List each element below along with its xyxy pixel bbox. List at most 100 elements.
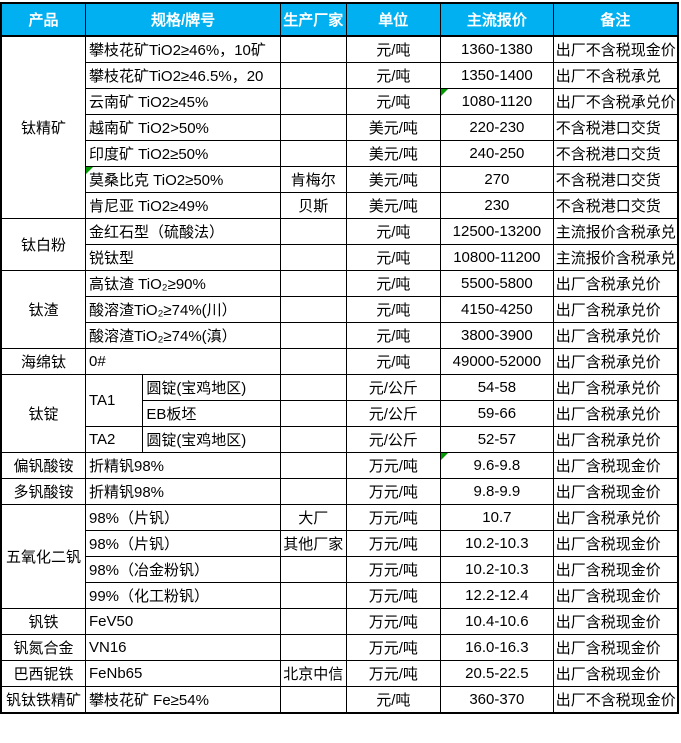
- spec-cell[interactable]: FeV50: [84, 608, 282, 635]
- maker-cell[interactable]: 肯梅尔: [280, 166, 347, 193]
- note-cell[interactable]: 出厂含税现金价: [552, 478, 679, 505]
- spec-cell[interactable]: 99%（化工粉钒）: [84, 582, 282, 609]
- spec-cell[interactable]: 印度矿 TiO2≥50%: [84, 140, 282, 167]
- maker-cell[interactable]: [280, 114, 347, 141]
- header-price[interactable]: 主流报价: [440, 2, 554, 37]
- price-cell[interactable]: 1080-1120: [440, 88, 554, 115]
- maker-cell[interactable]: [280, 244, 347, 271]
- header-product[interactable]: 产品: [0, 2, 86, 37]
- unit-cell[interactable]: 元/吨: [345, 270, 442, 297]
- spec-cell[interactable]: 云南矿 TiO2≥45%: [84, 88, 282, 115]
- note-cell[interactable]: 出厂含税现金价: [552, 452, 679, 479]
- price-cell[interactable]: 10800-11200: [440, 244, 554, 271]
- note-cell[interactable]: 出厂不含税现金价: [552, 686, 679, 714]
- note-cell[interactable]: 主流报价含税承兑: [552, 218, 679, 245]
- note-cell[interactable]: 出厂不含税现金价: [552, 35, 679, 63]
- price-cell[interactable]: 16.0-16.3: [440, 634, 554, 661]
- header-spec[interactable]: 规格/牌号: [84, 2, 282, 37]
- maker-cell[interactable]: [280, 35, 347, 63]
- note-cell[interactable]: 不含税港口交货: [552, 114, 679, 141]
- note-cell[interactable]: 不含税港口交货: [552, 166, 679, 193]
- spec-cell[interactable]: FeNb65: [84, 660, 282, 687]
- grade-cell[interactable]: TA2: [84, 426, 144, 453]
- spec-cell[interactable]: 越南矿 TiO2>50%: [84, 114, 282, 141]
- spec-cell[interactable]: 98%（片钒）: [84, 504, 282, 531]
- price-cell[interactable]: 9.8-9.9: [440, 478, 554, 505]
- price-cell[interactable]: 4150-4250: [440, 296, 554, 323]
- unit-cell[interactable]: 美元/吨: [345, 140, 442, 167]
- unit-cell[interactable]: 元/公斤: [345, 426, 442, 453]
- maker-cell[interactable]: [280, 634, 347, 661]
- maker-cell[interactable]: [280, 322, 347, 349]
- spec-cell[interactable]: 攀枝花矿TiO2≥46.5%，20: [84, 62, 282, 89]
- maker-cell[interactable]: [280, 426, 347, 453]
- note-cell[interactable]: 不含税港口交货: [552, 192, 679, 219]
- spec-cell[interactable]: 高钛渣 TiO₂≥90%: [84, 270, 282, 297]
- spec-cell[interactable]: 98%（片钒）: [84, 530, 282, 557]
- spec-cell[interactable]: 折精钒98%: [84, 478, 282, 505]
- product-cell[interactable]: 钒钛铁精矿: [0, 686, 86, 714]
- maker-cell[interactable]: [280, 608, 347, 635]
- price-cell[interactable]: 240-250: [440, 140, 554, 167]
- maker-cell[interactable]: 大厂: [280, 504, 347, 531]
- note-cell[interactable]: 出厂含税承兑价: [552, 374, 679, 401]
- price-cell[interactable]: 10.2-10.3: [440, 530, 554, 557]
- unit-cell[interactable]: 万元/吨: [345, 478, 442, 505]
- maker-cell[interactable]: [280, 478, 347, 505]
- price-cell[interactable]: 270: [440, 166, 554, 193]
- price-cell[interactable]: 54-58: [440, 374, 554, 401]
- price-cell[interactable]: 52-57: [440, 426, 554, 453]
- note-cell[interactable]: 出厂含税现金价: [552, 608, 679, 635]
- product-cell[interactable]: 钒氮合金: [0, 634, 86, 661]
- maker-cell[interactable]: [280, 400, 347, 427]
- spec-cell[interactable]: VN16: [84, 634, 282, 661]
- unit-cell[interactable]: 元/吨: [345, 35, 442, 63]
- maker-cell[interactable]: [280, 296, 347, 323]
- note-cell[interactable]: 主流报价含税承兑: [552, 244, 679, 271]
- product-cell[interactable]: 偏钒酸铵: [0, 452, 86, 479]
- note-cell[interactable]: 出厂含税承兑价: [552, 270, 679, 297]
- header-maker[interactable]: 生产厂家: [280, 2, 347, 37]
- price-cell[interactable]: 9.6-9.8: [440, 452, 554, 479]
- spec-cell[interactable]: 莫桑比克 TiO2≥50%: [84, 166, 282, 193]
- price-cell[interactable]: 1350-1400: [440, 62, 554, 89]
- form-cell[interactable]: EB板坯: [142, 400, 282, 427]
- spec-cell[interactable]: 锐钛型: [84, 244, 282, 271]
- price-cell[interactable]: 10.4-10.6: [440, 608, 554, 635]
- unit-cell[interactable]: 美元/吨: [345, 114, 442, 141]
- product-cell[interactable]: 五氧化二钒: [0, 504, 86, 609]
- spec-cell[interactable]: 攀枝花矿 Fe≥54%: [84, 686, 282, 714]
- note-cell[interactable]: 出厂含税承兑价: [552, 322, 679, 349]
- maker-cell[interactable]: [280, 686, 347, 714]
- price-cell[interactable]: 1360-1380: [440, 35, 554, 63]
- product-cell[interactable]: 巴西铌铁: [0, 660, 86, 687]
- note-cell[interactable]: 出厂不含税承兑价: [552, 88, 679, 115]
- price-cell[interactable]: 3800-3900: [440, 322, 554, 349]
- price-cell[interactable]: 10.7: [440, 504, 554, 531]
- unit-cell[interactable]: 万元/吨: [345, 452, 442, 479]
- unit-cell[interactable]: 元/吨: [345, 88, 442, 115]
- form-cell[interactable]: 圆锭(宝鸡地区): [142, 426, 282, 453]
- header-unit[interactable]: 单位: [345, 2, 442, 37]
- product-cell[interactable]: 钒铁: [0, 608, 86, 635]
- maker-cell[interactable]: 其他厂家: [280, 530, 347, 557]
- product-cell[interactable]: 钛渣: [0, 270, 86, 349]
- note-cell[interactable]: 出厂含税承兑价: [552, 400, 679, 427]
- spec-cell[interactable]: 0#: [84, 348, 282, 375]
- note-cell[interactable]: 出厂含税现金价: [552, 660, 679, 687]
- product-cell[interactable]: 钛精矿: [0, 35, 86, 219]
- spec-cell[interactable]: 折精钒98%: [84, 452, 282, 479]
- product-cell[interactable]: 海绵钛: [0, 348, 86, 375]
- maker-cell[interactable]: [280, 348, 347, 375]
- note-cell[interactable]: 不含税港口交货: [552, 140, 679, 167]
- price-cell[interactable]: 230: [440, 192, 554, 219]
- unit-cell[interactable]: 元/吨: [345, 218, 442, 245]
- note-cell[interactable]: 出厂含税承兑价: [552, 504, 679, 531]
- maker-cell[interactable]: 北京中信: [280, 660, 347, 687]
- unit-cell[interactable]: 元/吨: [345, 686, 442, 714]
- spec-cell[interactable]: 金红石型（硫酸法）: [84, 218, 282, 245]
- note-cell[interactable]: 出厂含税承兑价: [552, 426, 679, 453]
- unit-cell[interactable]: 元/吨: [345, 348, 442, 375]
- maker-cell[interactable]: [280, 218, 347, 245]
- maker-cell[interactable]: [280, 270, 347, 297]
